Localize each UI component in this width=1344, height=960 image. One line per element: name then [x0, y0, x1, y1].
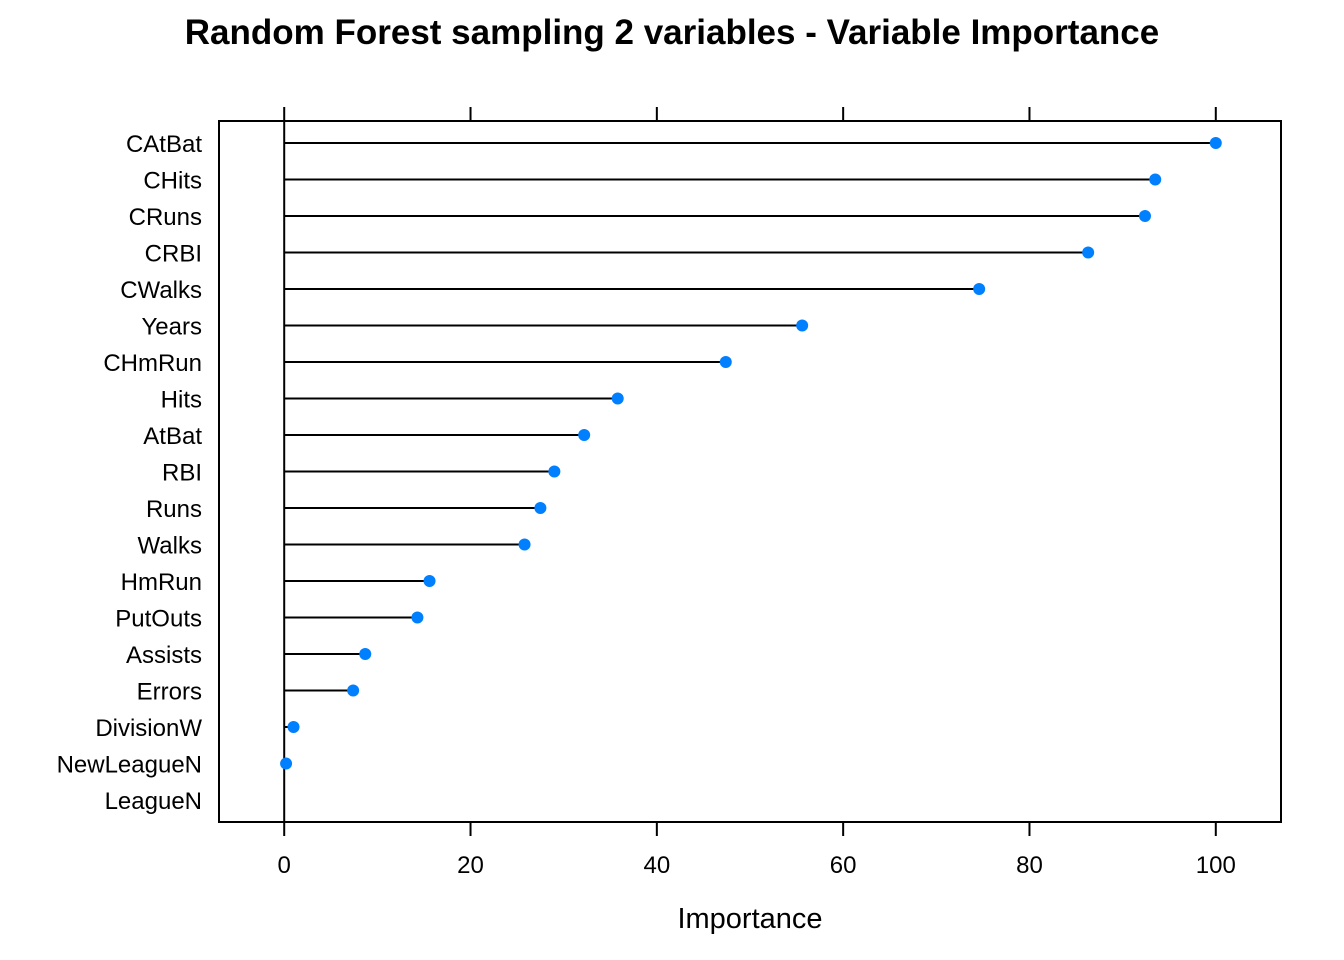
category-label: AtBat: [143, 423, 202, 450]
importance-point: [518, 538, 531, 551]
category-label: CHmRun: [103, 350, 202, 377]
importance-point: [548, 465, 561, 478]
plot-frame: [218, 120, 1282, 823]
category-label: RBI: [162, 460, 202, 487]
importance-point: [287, 721, 300, 733]
category-label: PutOuts: [115, 606, 202, 633]
x-tick-label: 60: [830, 852, 857, 879]
y-axis-categories: CAtBat CHits CRuns CRBI CWalks Years CHmRun Hit…: [57, 131, 203, 815]
top-axis-ticks: [283, 107, 1217, 121]
importance-point: [280, 757, 293, 770]
category-label: Walks: [138, 533, 202, 560]
x-tick-label: 20: [457, 852, 484, 879]
x-tick-label: 80: [1016, 852, 1043, 879]
importance-point: [1149, 173, 1162, 186]
importance-point: [796, 319, 809, 332]
category-label: NewLeagueN: [57, 752, 202, 779]
x-tick-label: 0: [278, 852, 291, 879]
category-label: CRuns: [129, 204, 202, 231]
category-label: Hits: [161, 387, 202, 414]
importance-point: [1138, 210, 1151, 222]
category-label: CHits: [143, 168, 202, 195]
x-tick-label: 100: [1196, 852, 1236, 879]
importance-point: [578, 429, 591, 441]
importance-marks: [280, 137, 1222, 770]
importance-point: [973, 283, 986, 295]
importance-point: [347, 684, 360, 697]
importance-point: [1082, 246, 1095, 259]
importance-point: [611, 392, 624, 405]
category-label: Assists: [126, 642, 202, 669]
category-label: CWalks: [120, 277, 202, 304]
importance-point: [359, 648, 372, 660]
importance-point: [534, 502, 547, 514]
x-axis-label: Importance: [677, 903, 822, 935]
chart-title: Random Forest sampling 2 variables - Var…: [185, 13, 1159, 52]
category-label: CRBI: [145, 241, 202, 268]
x-axis: 0 20 40 60 80 100: [278, 822, 1236, 879]
category-label: CAtBat: [126, 131, 202, 158]
category-label: LeagueN: [105, 788, 202, 815]
x-tick-label: 40: [643, 852, 670, 879]
importance-point: [1209, 137, 1222, 149]
importance-point: [411, 611, 424, 624]
importance-point: [719, 356, 732, 368]
category-label: DivisionW: [95, 715, 202, 742]
importance-point: [423, 575, 436, 587]
category-label: Years: [142, 314, 203, 341]
category-label: Runs: [146, 496, 202, 523]
category-label: HmRun: [121, 569, 202, 596]
category-label: Errors: [137, 679, 202, 706]
